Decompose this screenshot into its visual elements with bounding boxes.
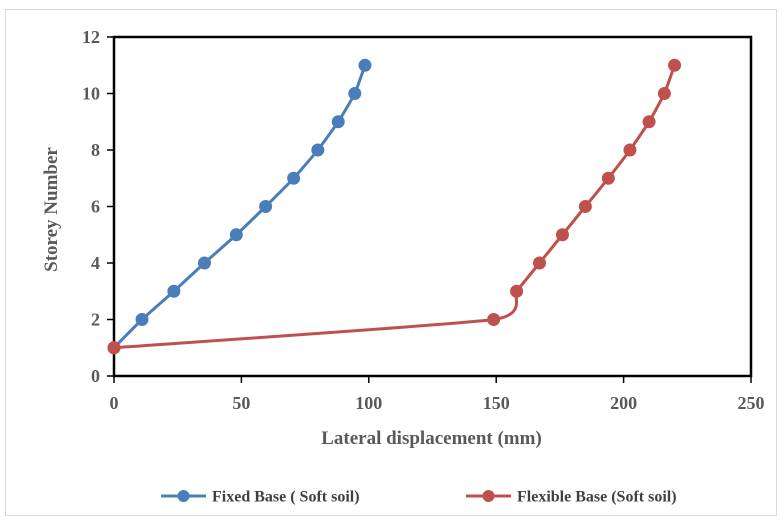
legend-item: Flexible Base (Soft soil) — [466, 489, 677, 506]
data-point — [197, 256, 211, 270]
data-point — [642, 115, 656, 129]
series-1 — [107, 58, 372, 355]
data-point — [167, 284, 181, 298]
data-point — [229, 228, 243, 242]
data-point — [259, 200, 273, 213]
y-tick-label: 12 — [82, 27, 100, 47]
data-point — [348, 87, 362, 100]
data-point — [623, 143, 637, 157]
data-point — [287, 171, 301, 185]
data-point — [510, 284, 524, 298]
series-layer — [107, 58, 682, 355]
data-point — [657, 87, 671, 100]
x-tick-label: 100 — [355, 393, 382, 413]
axes: 0 2 4 6 8 10 12 0 50 100 150 200 250 — [82, 27, 765, 413]
data-point — [555, 228, 569, 242]
y-tick-label: 10 — [82, 84, 100, 104]
x-tick-label: 200 — [610, 393, 637, 413]
x-tick-label: 50 — [232, 393, 250, 413]
data-point — [668, 58, 682, 72]
legend: Fixed Base ( Soft soil) Flexible Base (So… — [161, 489, 677, 506]
legend-label: Fixed Base ( Soft soil) — [212, 489, 360, 506]
data-point — [601, 171, 615, 185]
data-point — [533, 256, 547, 270]
x-tick-label: 0 — [110, 393, 119, 413]
legend-item: Fixed Base ( Soft soil) — [161, 489, 360, 506]
data-point — [135, 313, 149, 326]
series-2 — [107, 58, 682, 355]
series-line — [112, 64, 367, 349]
data-point — [358, 58, 372, 72]
y-tick-label: 2 — [91, 310, 100, 330]
data-point — [578, 200, 592, 213]
legend-label: Flexible Base (Soft soil) — [517, 489, 677, 506]
legend-marker — [482, 490, 495, 502]
y-tick-label: 0 — [91, 366, 100, 386]
y-axis-title: Storey Number — [41, 147, 62, 272]
y-tick-label: 6 — [91, 197, 100, 217]
chart-frame — [5, 9, 777, 516]
data-point — [331, 115, 345, 129]
data-point — [311, 143, 325, 157]
y-tick-label: 8 — [91, 140, 100, 160]
x-axis-title: Lateral displacement (mm) — [321, 428, 542, 449]
data-point — [107, 341, 121, 355]
x-tick-label: 150 — [483, 393, 510, 413]
y-tick-label: 4 — [91, 253, 100, 273]
data-point — [487, 313, 501, 326]
legend-marker — [177, 490, 190, 502]
x-tick-label: 250 — [738, 393, 765, 413]
